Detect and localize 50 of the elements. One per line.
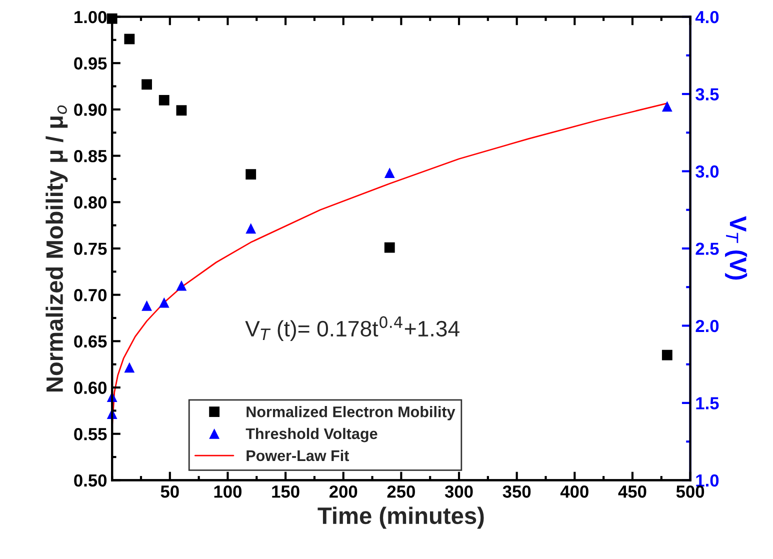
point (176, 280, 187, 291)
y-tick-label: 0.70 (74, 288, 107, 302)
x-tick-label: 500 (676, 486, 704, 498)
point (158, 297, 170, 308)
y-tick-label: 0.85 (74, 150, 107, 162)
point (384, 168, 395, 178)
x-tick-label: 50 (160, 486, 179, 498)
y-tick-label: 0.80 (74, 196, 107, 209)
y2-axis-title: V$_{T}$ (V) (725, 216, 748, 280)
x-tick-label: 350 (502, 486, 531, 498)
point (142, 79, 152, 90)
annotation: V$_{T}$ (t)= 0.178t$^{0.4}$+1.34 (245, 316, 460, 341)
y-tick-label: 0.95 (74, 57, 107, 70)
x-tick-label: 300 (444, 486, 473, 498)
y-tick-label: 0.55 (74, 428, 107, 440)
y2-tick-label: 2.5 (696, 242, 719, 255)
y2-tick-label: 2.0 (696, 320, 719, 332)
x-tick-label: 250 (387, 486, 415, 498)
point (246, 223, 256, 234)
x-axis-title: Time (minutes) (318, 506, 484, 529)
point (662, 350, 672, 360)
point (142, 300, 152, 311)
y-tick-label: 0.60 (74, 382, 107, 394)
y-tick-label: 0.75 (74, 242, 107, 255)
point (246, 169, 256, 180)
x-tick-label: 100 (214, 486, 242, 498)
x-tick-label: 400 (560, 486, 588, 498)
y-tick-label: 0.50 (74, 474, 107, 487)
y2-tick-label: 4.0 (695, 10, 719, 24)
point (158, 94, 170, 106)
legend-label: Normalized Electron Mobility (246, 406, 456, 420)
x-tick-label: 450 (618, 486, 646, 498)
legend-label: Power-Law Fit (246, 450, 350, 462)
y-tick-label: 1.00 (74, 10, 107, 24)
y-tick-label: 0.90 (74, 104, 107, 116)
point (124, 362, 135, 373)
point (662, 101, 672, 112)
y-axis-title: Normalized Mobility μ / μ$_{o}$ (46, 105, 68, 392)
y-tick-label: 0.65 (74, 335, 107, 348)
y2-tick-label: 1.5 (696, 397, 719, 410)
x-tick-label: 150 (272, 486, 300, 498)
point (176, 105, 187, 116)
point (124, 34, 135, 44)
x-tick-label: 200 (329, 486, 358, 498)
point (106, 13, 118, 24)
y2-tick-label: 3.0 (696, 165, 719, 178)
y2-tick-label: 3.5 (696, 88, 719, 100)
point (384, 242, 395, 253)
y2-tick-label: 1.0 (696, 474, 719, 487)
legend-label: Threshold Voltage (246, 428, 378, 442)
